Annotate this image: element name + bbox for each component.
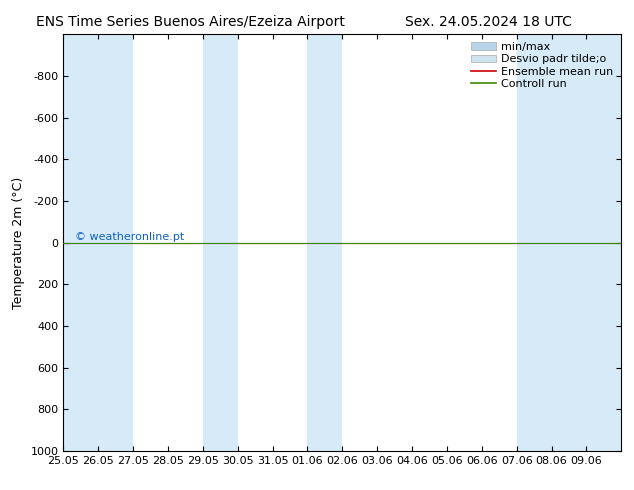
Text: © weatheronline.pt: © weatheronline.pt xyxy=(75,232,184,242)
Text: ENS Time Series Buenos Aires/Ezeiza Airport: ENS Time Series Buenos Aires/Ezeiza Airp… xyxy=(36,15,345,29)
Bar xyxy=(307,34,342,451)
Bar xyxy=(63,34,133,451)
Text: Sex. 24.05.2024 18 UTC: Sex. 24.05.2024 18 UTC xyxy=(404,15,572,29)
Y-axis label: Temperature 2m (°C): Temperature 2m (°C) xyxy=(12,176,25,309)
Bar xyxy=(517,34,621,451)
Bar xyxy=(203,34,238,451)
Legend: min/max, Desvio padr tilde;o, Ensemble mean run, Controll run: min/max, Desvio padr tilde;o, Ensemble m… xyxy=(469,40,616,91)
